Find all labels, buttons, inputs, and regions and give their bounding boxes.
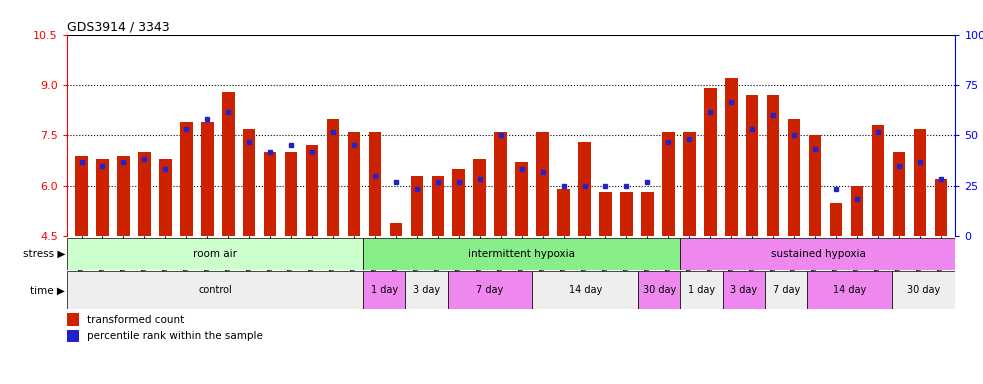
Bar [578, 142, 591, 236]
Bar [405, 271, 447, 309]
Bar [620, 192, 633, 236]
Text: sustained hypoxia: sustained hypoxia [771, 249, 865, 259]
Bar [138, 152, 150, 236]
Text: time ▶: time ▶ [30, 285, 65, 295]
Bar [850, 186, 863, 236]
Bar [641, 192, 654, 236]
Bar [807, 271, 892, 309]
Bar [369, 132, 381, 236]
Text: 3 day: 3 day [730, 285, 758, 295]
Bar [285, 152, 298, 236]
Text: transformed count: transformed count [87, 314, 184, 324]
Text: room air: room air [193, 249, 237, 259]
Text: 30 day: 30 day [907, 285, 941, 295]
Bar [935, 179, 947, 236]
Bar [767, 95, 780, 236]
Bar [600, 192, 611, 236]
Bar [263, 152, 276, 236]
Bar [447, 271, 533, 309]
Bar [515, 162, 528, 236]
Bar [180, 122, 193, 236]
Bar [830, 203, 842, 236]
Text: 7 day: 7 day [773, 285, 800, 295]
Bar [557, 189, 570, 236]
Bar [201, 122, 213, 236]
Bar [913, 129, 926, 236]
Bar [537, 132, 549, 236]
Bar [67, 313, 79, 326]
Text: 30 day: 30 day [643, 285, 676, 295]
Bar [683, 132, 696, 236]
Bar [67, 271, 363, 309]
Text: 14 day: 14 day [833, 285, 866, 295]
Bar [363, 238, 680, 270]
Bar [533, 271, 638, 309]
Text: control: control [198, 285, 232, 295]
Bar [452, 169, 465, 236]
Bar [704, 88, 717, 236]
Text: intermittent hypoxia: intermittent hypoxia [468, 249, 575, 259]
Bar [680, 271, 723, 309]
Bar [67, 329, 79, 342]
Bar [117, 156, 130, 236]
Bar [723, 271, 765, 309]
Bar [746, 95, 759, 236]
Text: 1 day: 1 day [371, 285, 398, 295]
Text: 3 day: 3 day [413, 285, 440, 295]
Bar [159, 159, 172, 236]
Bar [348, 132, 360, 236]
Text: 1 day: 1 day [688, 285, 716, 295]
Bar [432, 176, 444, 236]
Bar [76, 156, 87, 236]
Bar [363, 271, 405, 309]
Bar [222, 92, 235, 236]
Bar [663, 132, 674, 236]
Bar [411, 176, 423, 236]
Text: 14 day: 14 day [568, 285, 602, 295]
Bar [326, 119, 339, 236]
Text: percentile rank within the sample: percentile rank within the sample [87, 331, 262, 341]
Bar [474, 159, 486, 236]
Text: stress ▶: stress ▶ [23, 249, 65, 259]
Text: 7 day: 7 day [477, 285, 503, 295]
Bar [765, 271, 807, 309]
Bar [680, 238, 955, 270]
Bar [787, 119, 800, 236]
Bar [494, 132, 507, 236]
Bar [872, 125, 885, 236]
Bar [389, 223, 402, 236]
Bar [96, 159, 109, 236]
Bar [892, 271, 955, 309]
Bar [809, 136, 822, 236]
Text: GDS3914 / 3343: GDS3914 / 3343 [67, 20, 169, 33]
Bar [306, 146, 318, 236]
Bar [724, 78, 737, 236]
Bar [67, 238, 363, 270]
Bar [243, 129, 256, 236]
Bar [638, 271, 680, 309]
Bar [893, 152, 905, 236]
